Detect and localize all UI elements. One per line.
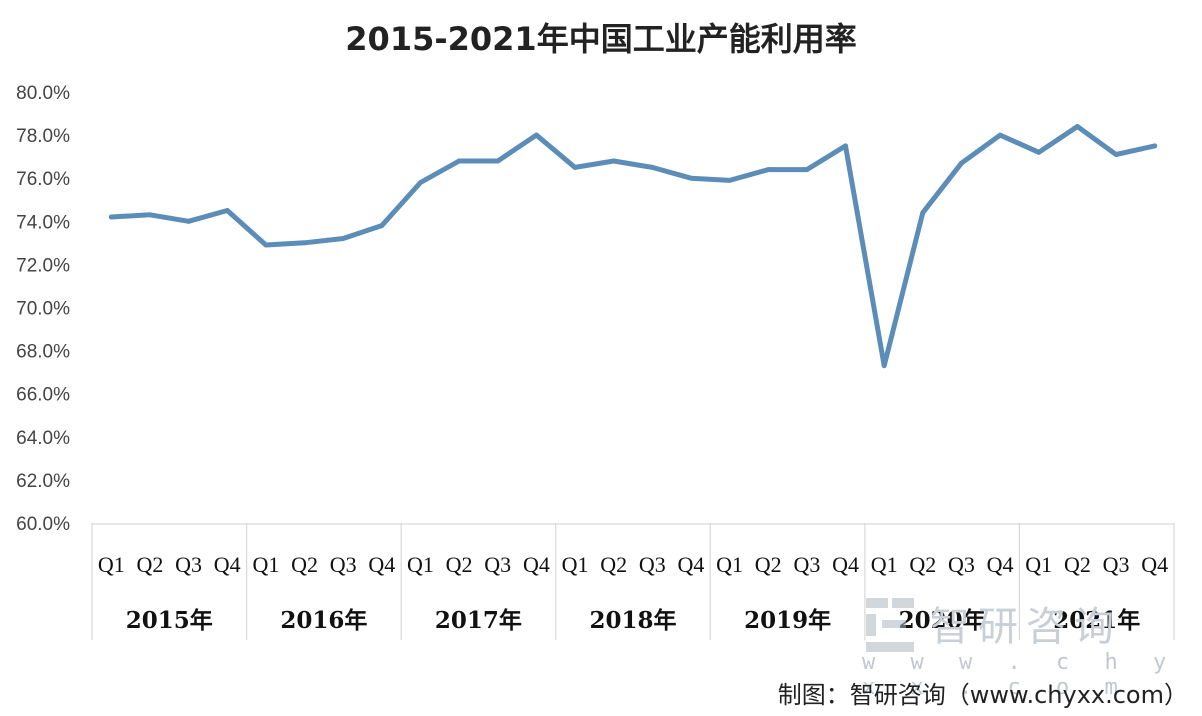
data-point [186, 218, 192, 224]
y-tick-label: 74.0% [16, 212, 70, 233]
y-tick-label: 70.0% [16, 299, 70, 320]
data-point [804, 167, 810, 172]
year-group-label: 2020年 [899, 607, 986, 634]
x-tick-label: Q3 [1103, 552, 1130, 577]
x-tick-label: Q3 [948, 552, 975, 577]
source-credit: 制图：智研咨询（www.chyxx.com） [777, 681, 1188, 709]
y-tick-label: 64.0% [16, 428, 70, 449]
data-point [1074, 124, 1080, 129]
x-tick-label: Q1 [871, 552, 898, 577]
x-tick-label: Q3 [330, 552, 357, 577]
data-point [108, 214, 114, 220]
y-tick-label: 78.0% [16, 126, 70, 147]
y-tick-label: 66.0% [16, 385, 70, 406]
y-tick-label: 76.0% [16, 169, 70, 190]
data-point [959, 160, 964, 166]
data-point [688, 175, 694, 181]
data-point [843, 143, 848, 149]
data-point [224, 208, 230, 213]
data-point [418, 180, 423, 185]
x-tick-label: Q4 [987, 552, 1014, 577]
year-group-label: 2016年 [280, 607, 367, 634]
x-tick-label: Q4 [523, 552, 550, 577]
x-tick-label: Q1 [716, 552, 743, 577]
y-tick-label: 80.0% [16, 83, 70, 104]
x-tick-label: Q1 [562, 552, 589, 577]
series-line [108, 124, 1158, 369]
data-point [1152, 143, 1158, 149]
x-tick-label: Q1 [1025, 552, 1052, 577]
x-tick-label: Q2 [755, 552, 782, 577]
x-tick-label: Q3 [793, 552, 820, 577]
data-point [765, 167, 771, 172]
year-group-label: 2018年 [589, 607, 676, 634]
year-group-label: 2019年 [744, 607, 831, 634]
year-group-label: 2021年 [1053, 607, 1140, 634]
year-group-label: 2015年 [126, 607, 213, 634]
x-tick-label: Q1 [252, 552, 279, 577]
data-point [611, 158, 617, 164]
y-tick-label: 62.0% [16, 471, 70, 492]
data-point [997, 132, 1003, 138]
x-tick-label: Q4 [678, 552, 705, 577]
x-tick-label: Q3 [484, 552, 511, 577]
x-tick-label: Q2 [600, 552, 627, 577]
data-point [881, 363, 887, 369]
x-tick-label: Q2 [291, 552, 318, 577]
data-point [302, 240, 307, 246]
y-tick-label: 68.0% [16, 342, 70, 363]
x-tick-label: Q4 [832, 552, 859, 577]
y-tick-label: 60.0% [16, 514, 70, 535]
data-point [456, 158, 462, 164]
x-tick-label: Q4 [368, 552, 395, 577]
data-point [1036, 149, 1042, 155]
chart-title: 2015-2021年中国工业产能利用率 [345, 20, 857, 58]
data-point [147, 212, 153, 218]
watermark-logo [862, 592, 1162, 672]
data-point [340, 236, 346, 241]
data-point [572, 165, 578, 170]
data-point [263, 242, 269, 248]
data-point [649, 165, 655, 170]
x-tick-label: Q2 [1064, 552, 1091, 577]
x-tick-label: Q4 [1141, 552, 1168, 577]
x-tick-label: Q2 [137, 552, 164, 577]
data-point [1113, 152, 1119, 157]
logo-icon [866, 598, 914, 652]
x-tick-label: Q2 [446, 552, 473, 577]
data-point [727, 177, 733, 183]
data-point [920, 210, 926, 216]
x-tick-label: Q1 [98, 552, 125, 577]
watermark-text: 智研咨询 [930, 604, 1122, 650]
x-tick-label: Q3 [175, 552, 202, 577]
y-tick-label: 72.0% [16, 255, 70, 276]
watermark-url: w w w . c h y x x . c o m [862, 650, 1178, 700]
x-tick-label: Q2 [909, 552, 936, 577]
x-tick-label: Q1 [407, 552, 434, 577]
x-tick-label: Q4 [214, 552, 241, 577]
data-point [495, 158, 501, 164]
x-tick-label: Q3 [639, 552, 666, 577]
data-point [533, 132, 539, 138]
data-point [379, 223, 385, 229]
year-group-label: 2017年 [435, 607, 522, 634]
